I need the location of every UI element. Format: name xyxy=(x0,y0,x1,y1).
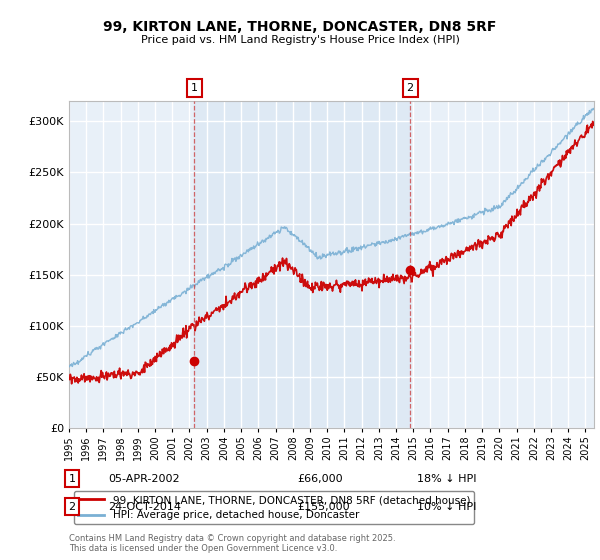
Text: 1: 1 xyxy=(191,83,197,93)
Text: Price paid vs. HM Land Registry's House Price Index (HPI): Price paid vs. HM Land Registry's House … xyxy=(140,35,460,45)
Text: 10% ↓ HPI: 10% ↓ HPI xyxy=(417,502,476,512)
Text: £155,000: £155,000 xyxy=(297,502,350,512)
Text: 05-APR-2002: 05-APR-2002 xyxy=(108,474,179,484)
Text: 99, KIRTON LANE, THORNE, DONCASTER, DN8 5RF: 99, KIRTON LANE, THORNE, DONCASTER, DN8 … xyxy=(103,20,497,34)
Text: 18% ↓ HPI: 18% ↓ HPI xyxy=(417,474,476,484)
Legend: 99, KIRTON LANE, THORNE, DONCASTER, DN8 5RF (detached house), HPI: Average price: 99, KIRTON LANE, THORNE, DONCASTER, DN8 … xyxy=(74,491,475,525)
Text: 2: 2 xyxy=(68,502,76,512)
Text: 24-OCT-2014: 24-OCT-2014 xyxy=(108,502,181,512)
Text: Contains HM Land Registry data © Crown copyright and database right 2025.
This d: Contains HM Land Registry data © Crown c… xyxy=(69,534,395,553)
Text: 2: 2 xyxy=(407,83,414,93)
Text: 1: 1 xyxy=(68,474,76,484)
Bar xyxy=(194,101,410,428)
Text: £66,000: £66,000 xyxy=(297,474,343,484)
